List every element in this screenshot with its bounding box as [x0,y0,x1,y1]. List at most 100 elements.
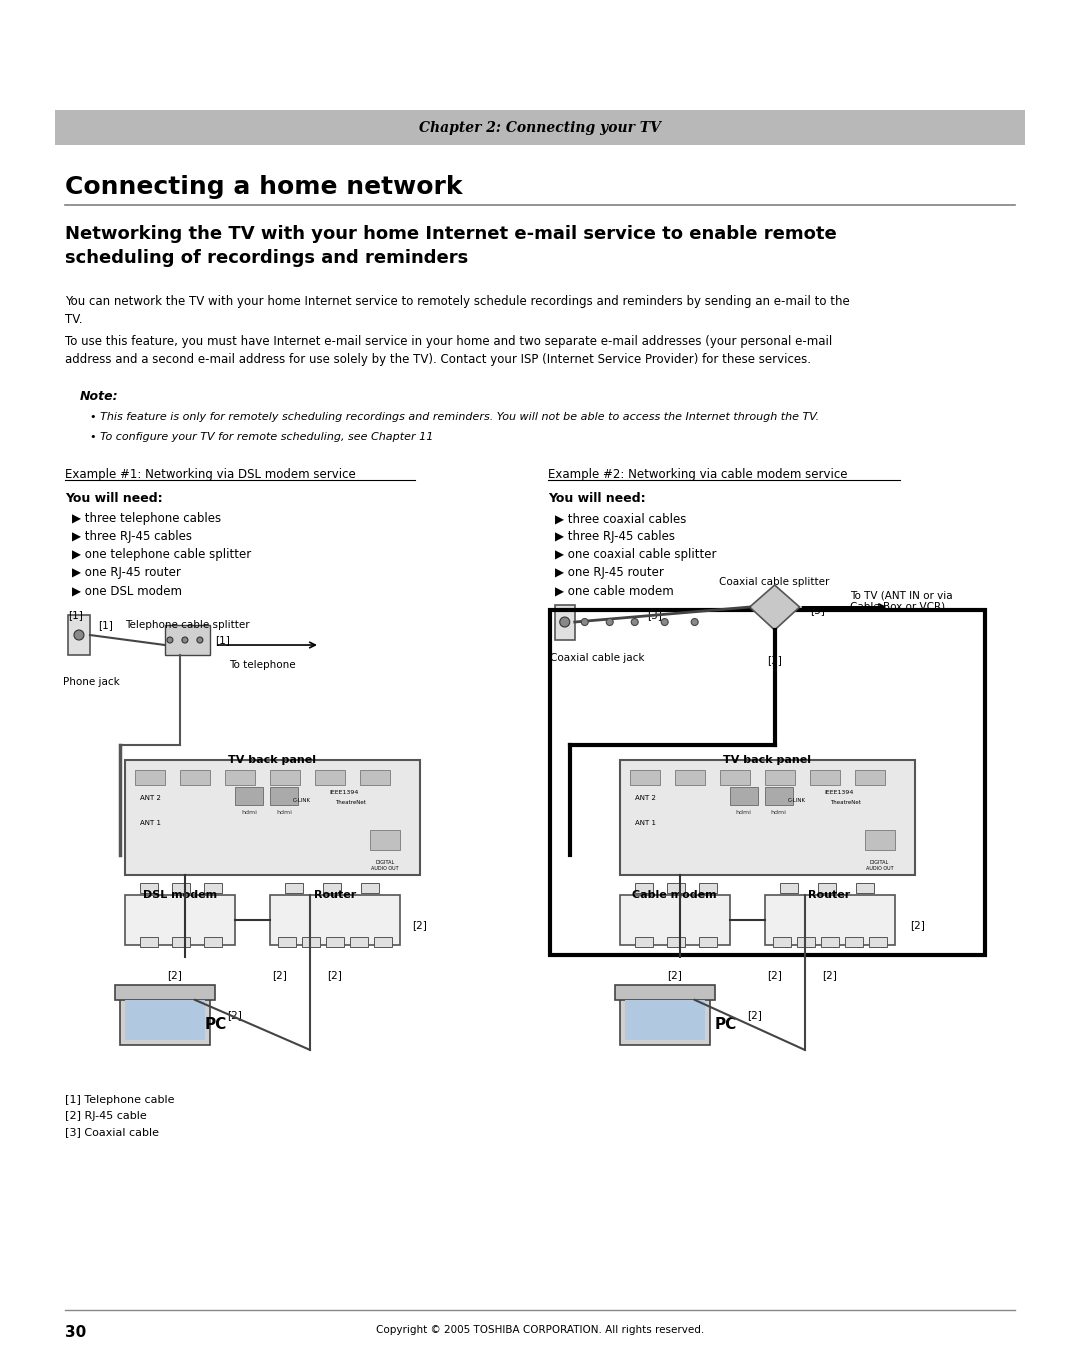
Bar [135,770,165,785]
Text: You will need:: You will need: [548,492,646,505]
Text: TV back panel: TV back panel [228,755,316,765]
Text: PC: PC [715,1017,737,1032]
Circle shape [661,619,669,626]
Text: Router: Router [313,890,356,900]
Circle shape [691,619,698,626]
Text: hdmi: hdmi [771,809,786,815]
Text: ANT 2: ANT 2 [635,795,656,801]
Text: [3]: [3] [767,656,782,665]
Text: 30: 30 [65,1325,86,1340]
Bar [374,936,392,947]
Bar [302,936,320,947]
Bar [865,830,894,850]
Text: ▶ one DSL modem: ▶ one DSL modem [72,584,181,598]
Bar [719,770,750,785]
Bar [360,770,390,785]
Bar [765,894,894,944]
Bar [765,770,795,785]
Bar [868,936,887,947]
Text: IEEE1394: IEEE1394 [825,791,854,795]
Bar [765,786,793,805]
Bar [855,882,874,893]
Text: [3]: [3] [647,610,662,621]
Bar [369,830,400,850]
Text: TheatreNet: TheatreNet [829,800,861,805]
Text: ANT 1: ANT 1 [140,820,161,826]
Text: [2]: [2] [667,970,683,979]
Bar [624,1000,704,1040]
Text: DIGITAL
AUDIO OUT: DIGITAL AUDIO OUT [372,859,399,870]
Text: Phone jack: Phone jack [63,677,120,687]
Text: To use this feature, you must have Internet e-mail service in your home and two : To use this feature, you must have Inter… [65,335,833,366]
Bar [620,994,710,1045]
Text: Router: Router [809,890,851,900]
Text: ANT 2: ANT 2 [140,795,161,801]
Bar [68,615,90,656]
Circle shape [606,619,613,626]
Text: To TV (ANT IN or via
Cable Box or VCR): To TV (ANT IN or via Cable Box or VCR) [850,590,953,611]
Text: hdmi: hdmi [275,809,292,815]
Bar [635,882,652,893]
Text: [2]: [2] [327,970,342,979]
Text: Cable modem: Cable modem [633,890,717,900]
Bar [114,985,215,1000]
Text: hdmi: hdmi [241,809,257,815]
Bar [125,1000,205,1040]
Text: Connecting a home network: Connecting a home network [65,175,462,200]
Bar [635,936,652,947]
Text: TheatreNet: TheatreNet [335,800,366,805]
Circle shape [631,619,638,626]
Circle shape [181,637,188,643]
Text: ▶ three telephone cables: ▶ three telephone cables [72,513,221,525]
Circle shape [167,637,173,643]
Bar [326,936,343,947]
Text: C-LINK: C-LINK [293,799,311,803]
Text: [1]: [1] [68,610,83,621]
Text: DIGITAL
AUDIO OUT: DIGITAL AUDIO OUT [866,859,893,870]
Text: ▶ one coaxial cable splitter: ▶ one coaxial cable splitter [555,548,716,561]
Bar [818,882,836,893]
Bar [278,936,296,947]
Bar [845,936,863,947]
Text: Example #2: Networking via cable modem service: Example #2: Networking via cable modem s… [548,468,847,482]
Bar [172,936,190,947]
Text: Example #1: Networking via DSL modem service: Example #1: Networking via DSL modem ser… [65,468,355,482]
Text: • To configure your TV for remote scheduling, see Chapter 11: • To configure your TV for remote schedu… [90,432,433,442]
Bar [550,610,985,955]
Bar [315,770,345,785]
Bar [270,786,298,805]
Bar [797,936,814,947]
Text: [3] Coaxial cable: [3] Coaxial cable [65,1126,159,1137]
Bar [270,894,400,944]
Circle shape [559,616,570,627]
Text: Coaxial cable jack: Coaxial cable jack [550,653,645,662]
Bar [140,936,158,947]
Text: To telephone: To telephone [229,660,295,670]
Text: [1]: [1] [98,621,112,630]
Text: ▶ one cable modem: ▶ one cable modem [555,584,674,598]
Bar [225,770,255,785]
Bar [810,770,839,785]
Text: [1]: [1] [215,635,230,645]
Bar [666,936,685,947]
Text: [2]: [2] [747,1010,762,1020]
Bar [772,936,791,947]
Text: Chapter 2: Connecting your TV: Chapter 2: Connecting your TV [419,121,661,135]
Bar [140,882,158,893]
Text: [2]: [2] [910,920,924,929]
Bar [699,936,717,947]
Bar [666,882,685,893]
Text: C-LINK: C-LINK [787,799,806,803]
Text: You can network the TV with your home Internet service to remotely schedule reco: You can network the TV with your home In… [65,295,850,326]
Text: IEEE1394: IEEE1394 [329,791,360,795]
Bar [125,894,234,944]
Bar [234,786,262,805]
Bar [854,770,885,785]
Text: [1] Telephone cable: [1] Telephone cable [65,1095,175,1105]
Text: Telephone cable splitter: Telephone cable splitter [124,621,249,630]
Text: You will need:: You will need: [65,492,163,505]
Text: Copyright © 2005 TOSHIBA CORPORATION. All rights reserved.: Copyright © 2005 TOSHIBA CORPORATION. Al… [376,1325,704,1334]
Bar [285,882,302,893]
Bar [125,759,420,876]
Circle shape [197,637,203,643]
